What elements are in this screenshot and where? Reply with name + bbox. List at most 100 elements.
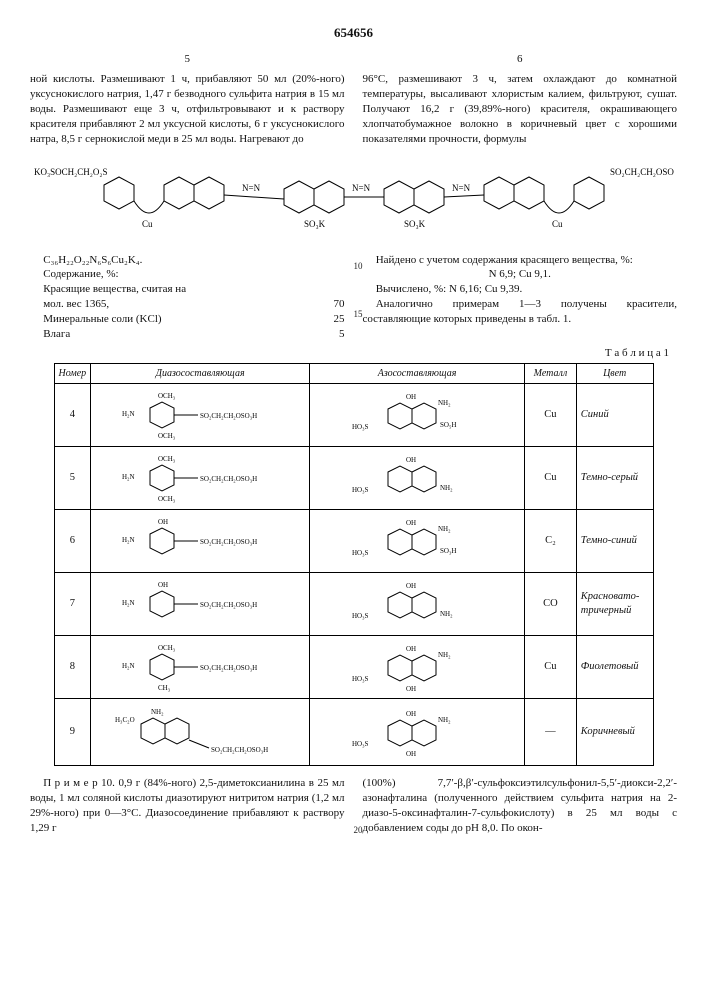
- top-columns: 5 ной кислоты. Размешивают 1 ч, прибавля…: [30, 52, 677, 147]
- table-row: 7 H₂N OH SO₂CH₂CH₂OSO₃H OH HO₃S NH₂ СО К…: [54, 573, 653, 636]
- svg-text:H₂N: H₂N: [122, 410, 135, 418]
- cell-diazo-structure: H₂N OCH₃ OCH₃ SO₂CH₂CH₂OSO₃H: [91, 447, 310, 510]
- row-label: мол. вес 1365,: [30, 297, 334, 312]
- svg-text:OH: OH: [406, 393, 416, 401]
- cell-number: 7: [54, 573, 91, 636]
- cell-metal: СО: [525, 573, 577, 636]
- examples-table: Номер Диазосоставляющая Азосоставляющая …: [54, 363, 654, 767]
- composition-row: Минеральные соли (KCl) 25: [30, 312, 345, 327]
- cell-diazo-structure: H₂N OH SO₂CH₂CH₂OSO₃H: [91, 510, 310, 573]
- bottom-columns: 20 П р и м е р 10. 0,9 г (84%-ного) 2,5-…: [30, 776, 677, 835]
- row-label: Минеральные соли (KCl): [30, 312, 334, 327]
- chemical-formula: KO₃SOCH₂CH₂O₂S SO₂CH₂CH₂OSO₃K Cu Cu N=N …: [34, 155, 674, 243]
- cell-metal: Cu: [525, 447, 577, 510]
- cell-color: Красновато-тричерный: [576, 573, 653, 636]
- composition-right: Найдено с учетом содержания красящего ве…: [363, 253, 678, 342]
- cell-number: 6: [54, 510, 91, 573]
- cell-metal: Cu: [525, 384, 577, 447]
- table-label: Т а б л и ц а 1: [30, 346, 669, 361]
- cell-color: Фиолетовый: [576, 636, 653, 699]
- right-column: 6 96°С, размешивают 3 ч, затем охлаждают…: [363, 52, 678, 147]
- svg-text:HO₃S: HO₃S: [352, 675, 369, 683]
- svg-text:OH: OH: [406, 456, 416, 464]
- line-number: 20: [354, 824, 363, 836]
- svg-text:HO₃S: HO₃S: [352, 423, 369, 431]
- svg-text:OCH₃: OCH₃: [158, 432, 176, 440]
- svg-text:NH₂: NH₂: [440, 484, 453, 492]
- top-left-paragraph: ной кислоты. Размешивают 1 ч, прибавляют…: [30, 72, 345, 146]
- cell-number: 4: [54, 384, 91, 447]
- formula-so3k-a: SO₃K: [304, 219, 326, 229]
- svg-text:OH: OH: [158, 518, 168, 526]
- svg-text:CH₃: CH₃: [158, 684, 171, 692]
- cell-azo-structure: OH HO₃S NH₂: [310, 573, 525, 636]
- svg-text:SO₂CH₂CH₂OSO₃H: SO₂CH₂CH₂OSO₃H: [200, 412, 257, 420]
- formula-so3k-b: SO₃K: [404, 219, 426, 229]
- row-label: Влага: [30, 327, 339, 342]
- left-column: 5 ной кислоты. Размешивают 1 ч, прибавля…: [30, 52, 345, 147]
- table-row: 6 H₂N OH SO₂CH₂CH₂OSO₃H OH NH₂ HO₃S SO₃H…: [54, 510, 653, 573]
- svg-text:OCH₃: OCH₃: [158, 644, 176, 652]
- svg-text:H₂N: H₂N: [122, 662, 135, 670]
- cell-metal: —: [525, 699, 577, 766]
- svg-text:OH: OH: [406, 519, 416, 527]
- formula-azo-3: N=N: [452, 183, 471, 193]
- table-row: 5 H₂N OCH₃ OCH₃ SO₂CH₂CH₂OSO₃H OH HO₃S N…: [54, 447, 653, 510]
- cell-number: 9: [54, 699, 91, 766]
- formula-cu-left: Cu: [142, 219, 153, 229]
- cell-diazo-structure: H₂N OCH₃ OCH₃ SO₂CH₂CH₂OSO₃H: [91, 384, 310, 447]
- calculated-values: Вычислено, %: N 6,16; Cu 9,39.: [363, 282, 678, 297]
- composition-label: Содержание, %:: [30, 267, 345, 282]
- svg-text:NH₂: NH₂: [151, 708, 164, 716]
- page-number-right: 6: [363, 52, 678, 67]
- svg-text:OCH₃: OCH₃: [158, 455, 176, 463]
- found-values: N 6,9; Cu 9,1.: [363, 267, 678, 282]
- cell-azo-structure: OH NH₂ HO₃S SO₅H: [310, 384, 525, 447]
- table-row: 9 H₃C₂O NH₂ SO₂CH₂CH₂OSO₃H OH NH₂ HO₃S O…: [54, 699, 653, 766]
- cell-azo-structure: OH NH₂ HO₃S SO₃H: [310, 510, 525, 573]
- svg-text:OH: OH: [406, 750, 416, 758]
- formula-azo-1: N=N: [242, 183, 261, 193]
- svg-text:SO₂CH₂CH₂OSO₃H: SO₂CH₂CH₂OSO₃H: [211, 746, 268, 754]
- svg-text:HO₃S: HO₃S: [352, 612, 369, 620]
- line-number: 10: [354, 260, 363, 272]
- composition-left: C₃₆H₂₂O₂₂N₆S₆Cu₂K₄. Содержание, %: Крася…: [30, 253, 345, 342]
- svg-text:OH: OH: [406, 710, 416, 718]
- cell-metal: C₂: [525, 510, 577, 573]
- header-diazo: Диазосоставляющая: [91, 363, 310, 384]
- composition-row: Влага 5: [30, 327, 345, 342]
- svg-text:NH₂: NH₂: [438, 525, 451, 533]
- cell-azo-structure: OH NH₂ HO₃S OH: [310, 699, 525, 766]
- formula-right-group: SO₂CH₂CH₂OSO₃K: [610, 167, 674, 177]
- formula-azo-2: N=N: [352, 183, 371, 193]
- svg-text:OCH₃: OCH₃: [158, 495, 176, 503]
- composition-row: Красящие вещества, считая на: [30, 282, 345, 297]
- header-metal: Металл: [525, 363, 577, 384]
- svg-text:H₂N: H₂N: [122, 473, 135, 481]
- svg-text:OH: OH: [406, 685, 416, 693]
- svg-text:OCH₃: OCH₃: [158, 392, 176, 400]
- svg-text:HO₃S: HO₃S: [352, 549, 369, 557]
- cell-color: Синий: [576, 384, 653, 447]
- molecular-formula: C₃₆H₂₂O₂₂N₆S₆Cu₂K₄.: [30, 253, 345, 268]
- header-azo: Азосоставляющая: [310, 363, 525, 384]
- svg-text:SO₂CH₂CH₂OSO₃H: SO₂CH₂CH₂OSO₃H: [200, 475, 257, 483]
- bottom-right-paragraph: (100%) 7,7′-β,β′-сульфоксиэтилсульфонил-…: [363, 776, 678, 835]
- table-row: 8 H₂N OCH₃ CH₃ SO₂CH₂CH₂OSO₃H OH NH₂ HO₃…: [54, 636, 653, 699]
- svg-text:H₂N: H₂N: [122, 599, 135, 607]
- header-color: Цвет: [576, 363, 653, 384]
- svg-text:HO₃S: HO₃S: [352, 740, 369, 748]
- svg-text:SO₅H: SO₅H: [440, 421, 456, 429]
- bottom-right-column: (100%) 7,7′-β,β′-сульфоксиэтилсульфонил-…: [363, 776, 678, 835]
- svg-text:OH: OH: [406, 645, 416, 653]
- cell-diazo-structure: H₂N OCH₃ CH₃ SO₂CH₂CH₂OSO₃H: [91, 636, 310, 699]
- cell-metal: Cu: [525, 636, 577, 699]
- table-row: 4 H₂N OCH₃ OCH₃ SO₂CH₂CH₂OSO₃H OH NH₂ HO…: [54, 384, 653, 447]
- svg-text:SO₃H: SO₃H: [440, 547, 456, 555]
- formula-cu-right: Cu: [552, 219, 563, 229]
- svg-text:OH: OH: [158, 581, 168, 589]
- formula-left-group: KO₃SOCH₂CH₂O₂S: [34, 167, 108, 177]
- found-line: Найдено с учетом содержания красящего ве…: [363, 253, 678, 268]
- svg-text:H₂N: H₂N: [122, 536, 135, 544]
- top-right-paragraph: 96°С, размешивают 3 ч, затем охлаждают д…: [363, 72, 678, 146]
